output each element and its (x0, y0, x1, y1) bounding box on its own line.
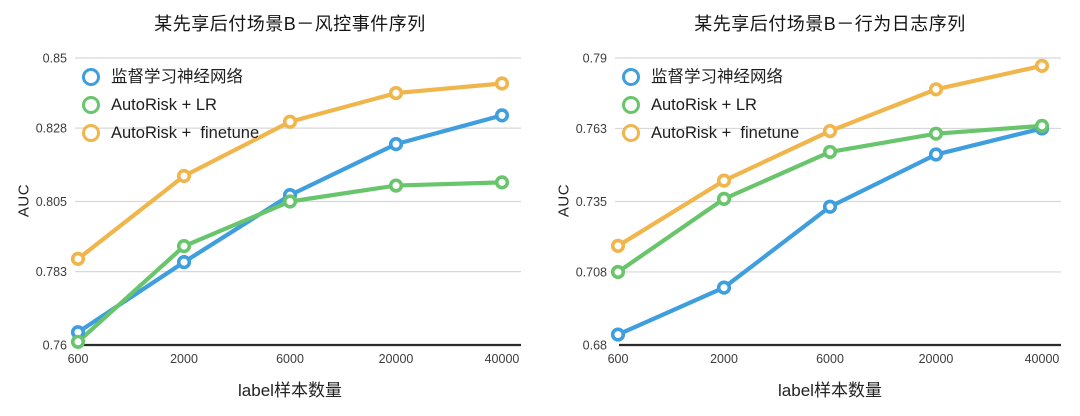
data-point-orange (610, 238, 626, 253)
legend-label: AutoRisk + finetune (111, 123, 260, 142)
data-point-orange (176, 168, 192, 184)
x-tick-label: 40000 (1025, 352, 1060, 366)
legend-marker-green-icon (622, 96, 640, 114)
x-tick-label: 6000 (816, 352, 844, 366)
legend-item-supervised-nn: 监督学习神经网络 (622, 63, 799, 91)
y-tick-label: 0.805 (36, 195, 67, 209)
legend-label: 监督学习神经网络 (651, 67, 783, 86)
legend-item-autorisk-lr: AutoRisk + LR (622, 91, 799, 119)
legend-label: AutoRisk + finetune (651, 123, 800, 142)
data-point-blue (610, 327, 626, 342)
y-tick-label: 0.763 (576, 122, 607, 136)
data-point-green (70, 334, 86, 349)
data-point-green (176, 239, 192, 254)
x-tick-label: 2000 (170, 352, 198, 366)
chart-title-right: 某先享后付场景B－行为日志序列 (694, 14, 966, 34)
data-point-orange (494, 76, 510, 91)
y-axis-title-left: AUC (15, 183, 33, 218)
line-chart-risk-event-sequence: 0.76 0.783 0.805 0.828 0.85 600 2000 6000 20000 4… (36, 52, 521, 366)
legend-item-autorisk-finetune: AutoRisk + finetune (622, 119, 799, 147)
y-tick-label: 0.783 (36, 265, 67, 279)
legend-item-autorisk-lr: AutoRisk + LR (82, 91, 259, 119)
legend-item-autorisk-finetune: AutoRisk + finetune (82, 119, 259, 147)
line-chart-behavior-log-sequence: 0.68 0.708 0.735 0.763 0.79 600 2000 6000 20000 4… (576, 52, 1061, 366)
y-tick-label: 0.76 (43, 339, 67, 353)
legend-left: 监督学习神经网络 AutoRisk + LR AutoRisk + finetu… (82, 63, 259, 147)
data-point-blue (388, 137, 404, 152)
data-point-orange (282, 114, 298, 129)
data-point-green (716, 191, 732, 206)
y-tick-label: 0.828 (36, 122, 67, 136)
x-tick-label: 2000 (710, 352, 738, 366)
data-point-green (282, 194, 298, 209)
data-point-orange (1034, 58, 1050, 73)
x-tick-label: 40000 (485, 352, 520, 366)
x-tick-label: 600 (608, 352, 629, 366)
y-tick-label: 0.85 (43, 52, 67, 66)
x-tick-label: 20000 (919, 352, 954, 366)
data-point-orange (928, 82, 944, 97)
chart-title-left: 某先享后付场景B－风控事件序列 (154, 14, 426, 34)
chart-panel-risk-event-sequence: 某先享后付场景B－风控事件序列 0.76 0.783 0.805 0.828 0.85 6… (15, 14, 521, 400)
legend-marker-green-icon (82, 96, 100, 114)
data-point-blue (928, 147, 944, 162)
x-axis-title-left: label样本数量 (238, 381, 342, 400)
data-point-green (494, 175, 510, 190)
x-axis-title-right: label样本数量 (778, 381, 882, 400)
y-tick-label: 0.735 (576, 195, 607, 209)
legend-label: AutoRisk + LR (651, 95, 757, 114)
data-point-orange (822, 123, 838, 139)
data-point-orange (388, 85, 404, 101)
x-tick-label: 20000 (379, 352, 414, 366)
data-point-green (1034, 118, 1050, 133)
data-point-blue (822, 199, 838, 214)
y-tick-label: 0.68 (583, 339, 607, 353)
legend-label: AutoRisk + LR (111, 95, 217, 114)
legend-item-supervised-nn: 监督学习神经网络 (82, 63, 259, 91)
data-point-blue (716, 280, 732, 295)
data-point-green (822, 144, 838, 160)
data-point-green (388, 178, 404, 193)
y-axis-title-right: AUC (555, 183, 573, 218)
data-point-orange (70, 251, 86, 266)
data-point-blue (176, 254, 192, 270)
y-tick-label: 0.708 (576, 265, 607, 279)
data-point-orange (716, 173, 732, 188)
chart-panel-behavior-log-sequence: 某先享后付场景B－行为日志序列 0.68 0.708 0.735 0.763 0.79 6… (540, 0, 1080, 416)
legend-marker-orange-icon (82, 124, 100, 142)
legend-marker-blue-icon (82, 68, 100, 86)
legend-marker-blue-icon (622, 68, 640, 86)
series-line-blue (75, 113, 505, 335)
x-tick-label: 600 (68, 352, 89, 366)
legend-label: 监督学习神经网络 (111, 67, 243, 86)
data-point-blue (494, 108, 510, 123)
x-tick-label: 6000 (276, 352, 304, 366)
legend-marker-orange-icon (622, 124, 640, 142)
legend-right: 监督学习神经网络 AutoRisk + LR AutoRisk + finetu… (622, 63, 799, 147)
y-tick-label: 0.79 (583, 52, 607, 66)
data-point-green (610, 264, 626, 280)
data-point-green (928, 126, 944, 141)
series-line-blue (615, 126, 1045, 337)
